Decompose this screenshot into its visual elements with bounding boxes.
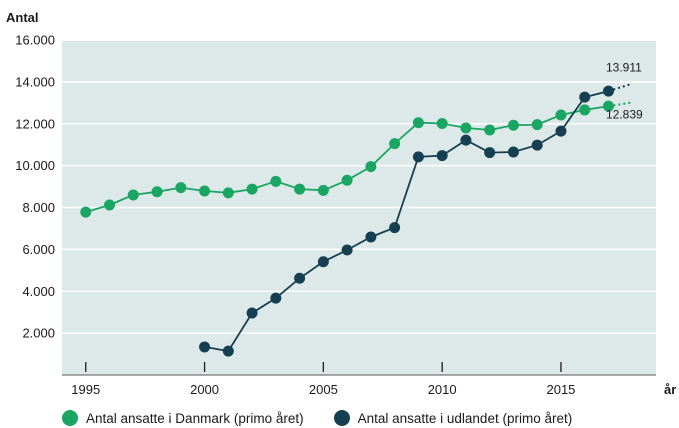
- data-point: [341, 244, 353, 256]
- data-point: [412, 117, 424, 129]
- x-tick-label: 2015: [546, 382, 575, 397]
- legend-swatch-danmark: [62, 410, 78, 426]
- data-point: [294, 272, 306, 284]
- data-point: [460, 122, 472, 134]
- data-point: [579, 91, 591, 103]
- x-tick-label: 2000: [190, 382, 219, 397]
- data-point: [270, 292, 282, 304]
- data-point: [104, 199, 116, 211]
- data-point: [222, 187, 234, 199]
- data-point: [602, 85, 614, 97]
- x-tick-label: 2005: [309, 382, 338, 397]
- legend-label-udlandet: Antal ansatte i udlandet (primo året): [357, 410, 573, 426]
- end-label: 13.911: [606, 61, 642, 75]
- x-tick-label: 1995: [71, 382, 100, 397]
- series-1: [199, 82, 633, 357]
- data-point: [531, 119, 543, 131]
- data-point: [460, 134, 472, 146]
- data-point: [246, 183, 258, 195]
- legend: Antal ansatte i Danmark (primo året) Ant…: [62, 410, 602, 426]
- data-point: [151, 186, 163, 198]
- data-point: [484, 147, 496, 159]
- y-tick-label: 4.000: [22, 284, 55, 299]
- y-tick-label: 8.000: [22, 200, 55, 215]
- data-point: [317, 184, 329, 196]
- data-point: [412, 151, 424, 163]
- data-point: [602, 100, 614, 112]
- series-projection: [608, 101, 633, 108]
- data-point: [175, 182, 187, 194]
- legend-item-danmark: Antal ansatte i Danmark (primo året): [62, 410, 304, 426]
- y-axis-title: Antal: [6, 10, 39, 25]
- data-point: [365, 231, 377, 243]
- data-point: [199, 185, 211, 197]
- data-point: [579, 104, 591, 116]
- data-point: [127, 189, 139, 201]
- data-point: [270, 175, 282, 187]
- x-axis-title: år: [664, 382, 676, 397]
- series-0: [80, 100, 633, 218]
- y-tick-label: 10.000: [15, 158, 55, 173]
- data-point: [436, 150, 448, 162]
- data-point: [199, 341, 211, 353]
- y-tick-label: 2.000: [22, 326, 55, 341]
- data-point: [507, 146, 519, 158]
- data-point: [389, 222, 401, 234]
- data-point: [531, 139, 543, 151]
- y-axis-ticks: 2.000 4.000 6.000 8.000 10.000 12.000 14.000 16…: [15, 33, 55, 341]
- data-point: [294, 183, 306, 195]
- y-tick-label: 6.000: [22, 242, 55, 257]
- data-point: [555, 125, 567, 137]
- data-point: [317, 256, 329, 268]
- end-label: 12.839: [606, 107, 643, 121]
- data-point: [484, 124, 496, 136]
- data-point: [246, 307, 258, 319]
- y-tick-label: 16.000: [15, 33, 55, 48]
- legend-label-danmark: Antal ansatte i Danmark (primo året): [86, 410, 304, 426]
- series-layer: [80, 82, 633, 357]
- y-tick-label: 12.000: [15, 116, 55, 131]
- y-tick-label: 14.000: [15, 74, 55, 89]
- data-point: [555, 109, 567, 121]
- gridlines: [62, 39, 656, 334]
- data-point: [389, 138, 401, 150]
- legend-item-udlandet: Antal ansatte i udlandet (primo året): [333, 410, 573, 426]
- data-point: [365, 161, 377, 173]
- x-tick-label: 2010: [428, 382, 457, 397]
- x-axis: 1995 2000 2005 2010 2015: [62, 362, 656, 397]
- series-projection: [608, 82, 633, 93]
- end-labels: 12.839 13.911: [606, 61, 643, 122]
- data-point: [341, 174, 353, 186]
- data-point: [436, 118, 448, 130]
- data-point: [222, 345, 234, 357]
- data-point: [507, 119, 519, 131]
- legend-swatch-udlandet: [333, 410, 350, 426]
- data-point: [80, 206, 92, 218]
